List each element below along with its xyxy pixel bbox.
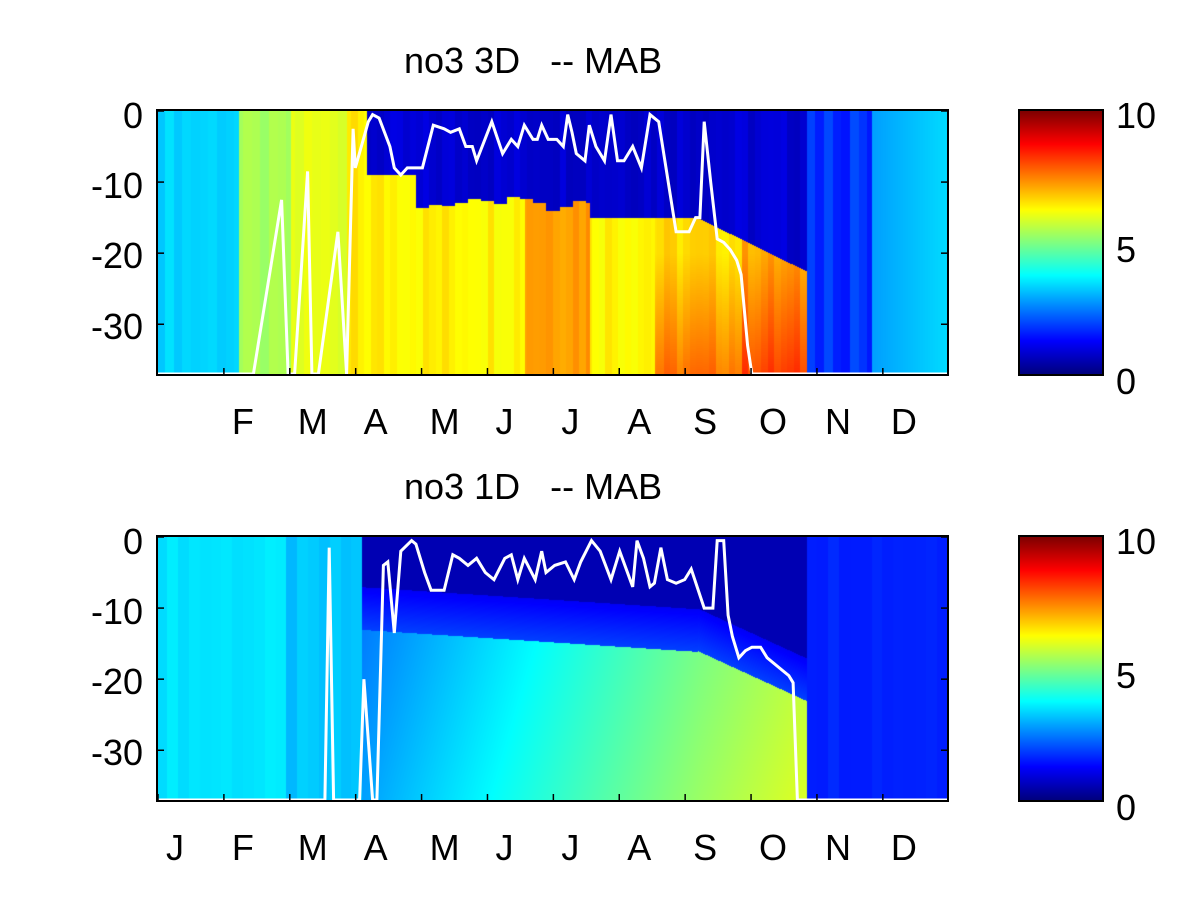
panel2-cbar-tick-10: 10 [1116, 521, 1157, 562]
panel2-ytick-0: 0 [122, 521, 143, 562]
x-tick-label: A [627, 401, 652, 442]
x-tick-label: J [495, 401, 514, 442]
panel2-colorbar-gradient [1020, 537, 1102, 800]
panel2-ytick-2: -20 [90, 661, 143, 702]
x-tick-label: S [693, 401, 718, 442]
panel1-title: no3 3D -- MAB [404, 40, 663, 81]
x-tick-label: J [166, 827, 184, 868]
panel1-cbar-tick-10: 10 [1116, 95, 1157, 136]
x-tick-label: A [363, 401, 388, 442]
x-tick-label: M [297, 401, 328, 442]
panel2-cbar-tick-5: 5 [1116, 655, 1137, 696]
x-tick-label: J [561, 827, 580, 868]
panel2-overlay [158, 537, 947, 800]
panel2-ytick-1: -10 [90, 591, 143, 632]
panel2-title: no3 1D -- MAB [404, 466, 663, 507]
x-tick-label: A [363, 827, 388, 868]
x-tick-label: J [495, 827, 514, 868]
panel1-colorbar-gradient [1020, 111, 1102, 374]
panel1-colorbar [1018, 109, 1104, 376]
x-tick-label: A [627, 827, 652, 868]
panel1-cbar-tick-0: 0 [1116, 361, 1137, 402]
panel1-cbar-tick-5: 5 [1116, 229, 1137, 270]
panel2-heatmap [156, 535, 949, 802]
x-tick-label: M [429, 827, 460, 868]
x-tick-label: S [693, 827, 718, 868]
x-tick-label: O [759, 827, 788, 868]
mixed-layer-line [158, 537, 947, 800]
x-tick-label: N [824, 827, 851, 868]
x-tick-label: M [297, 827, 328, 868]
x-tick-label: F [231, 401, 254, 442]
panel1-heatmap-grid [158, 111, 947, 374]
x-tick-label: D [890, 827, 917, 868]
panel2-heatmap-grid [158, 537, 947, 800]
panel2-colorbar [1018, 535, 1104, 802]
x-tick-label: N [824, 401, 851, 442]
panel2-ytick-3: -30 [90, 732, 143, 773]
x-tick-label: M [429, 401, 460, 442]
panel1-ytick-0: 0 [122, 95, 143, 136]
x-tick-label: O [759, 401, 788, 442]
panel2-cbar-tick-0: 0 [1116, 787, 1137, 828]
panel1-heatmap [156, 109, 949, 376]
x-tick-label: F [231, 827, 254, 868]
panel1-overlay [158, 111, 947, 374]
mixed-layer-line [158, 111, 947, 374]
panel1-ytick-3: -30 [90, 306, 143, 347]
panel1-ytick-1: -10 [90, 165, 143, 206]
x-tick-label: D [890, 401, 917, 442]
panel1-ytick-2: -20 [90, 235, 143, 276]
x-tick-label: J [561, 401, 580, 442]
